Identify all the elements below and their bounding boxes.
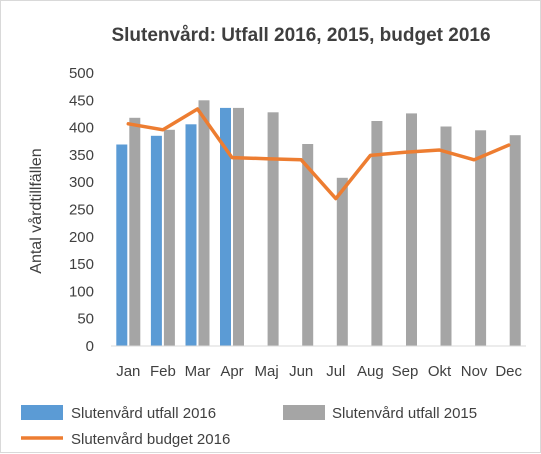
y-tick-label: 400 <box>69 120 94 137</box>
line-budget-2016 <box>126 107 511 201</box>
y-tick-label: 450 <box>69 92 94 109</box>
x-tick-label: Mar <box>185 363 211 380</box>
x-tick-label: Dec <box>495 363 522 380</box>
legend-swatch-utfall-2015 <box>283 405 325 420</box>
y-tick-label: 150 <box>69 256 94 273</box>
bar-utfall-2015 <box>233 107 244 347</box>
legend-label-utfall-2015: Slutenvård utfall 2015 <box>332 405 477 422</box>
x-tick-label: Apr <box>220 363 243 380</box>
y-tick-label: 100 <box>69 283 94 300</box>
x-tick-label: Maj <box>255 363 279 380</box>
bar-utfall-2015 <box>336 177 348 346</box>
bar-utfall-2016 <box>185 124 197 346</box>
legend-label-utfall-2016: Slutenvård utfall 2016 <box>71 405 216 422</box>
y-tick-label: 300 <box>69 174 94 191</box>
x-tick-label: Jun <box>289 363 313 380</box>
x-tick-label: Aug <box>357 363 384 380</box>
legend: Slutenvård utfall 2016 Slutenvård utfall … <box>21 405 477 448</box>
x-tick-label: Sep <box>392 363 419 380</box>
chart-title: Slutenvård: Utfall 2016, 2015, budget 20… <box>111 25 490 46</box>
y-tick-label: 200 <box>69 229 94 246</box>
bar-utfall-2015 <box>129 117 141 346</box>
bar-utfall-2015 <box>509 135 521 346</box>
y-tick-label: 250 <box>69 202 94 219</box>
legend-label-budget-2016: Slutenvård budget 2016 <box>71 431 230 448</box>
x-tick-label: Feb <box>150 363 176 380</box>
x-tick-label: Okt <box>428 363 452 380</box>
bar-utfall-2015 <box>302 144 314 346</box>
y-axis-label: Antal vårdtillfällen <box>27 148 45 273</box>
bar-utfall-2015 <box>440 126 452 346</box>
bar-utfall-2015 <box>198 100 210 346</box>
bar-utfall-2015 <box>406 113 417 347</box>
y-tick-label: 500 <box>69 65 94 82</box>
bar-utfall-2016 <box>150 135 162 346</box>
y-tick-label: 350 <box>69 147 94 164</box>
x-tick-label: Nov <box>461 363 488 380</box>
y-tick-label: 50 <box>77 311 94 328</box>
x-tick-label: Jul <box>326 363 345 380</box>
bar-utfall-2015 <box>267 112 279 346</box>
bar-utfall-2015 <box>163 129 175 346</box>
bar-marks <box>116 100 521 347</box>
bar-utfall-2015 <box>371 121 383 346</box>
bar-utfall-2016 <box>116 144 128 346</box>
bar-utfall-2015 <box>475 130 487 346</box>
x-axis-ticks: Jan Feb Mar Apr Maj Jun Jul Aug Sep Okt Nov Dec <box>116 363 522 380</box>
x-tick-label: Jan <box>116 363 140 380</box>
y-axis-ticks: 0 50 100 150 200 250 300 350 400 450 500 <box>69 65 94 355</box>
legend-swatch-utfall-2016 <box>21 405 63 420</box>
y-tick-label: 0 <box>86 338 94 355</box>
bar-utfall-2016 <box>220 107 231 347</box>
line-marks <box>126 107 511 201</box>
